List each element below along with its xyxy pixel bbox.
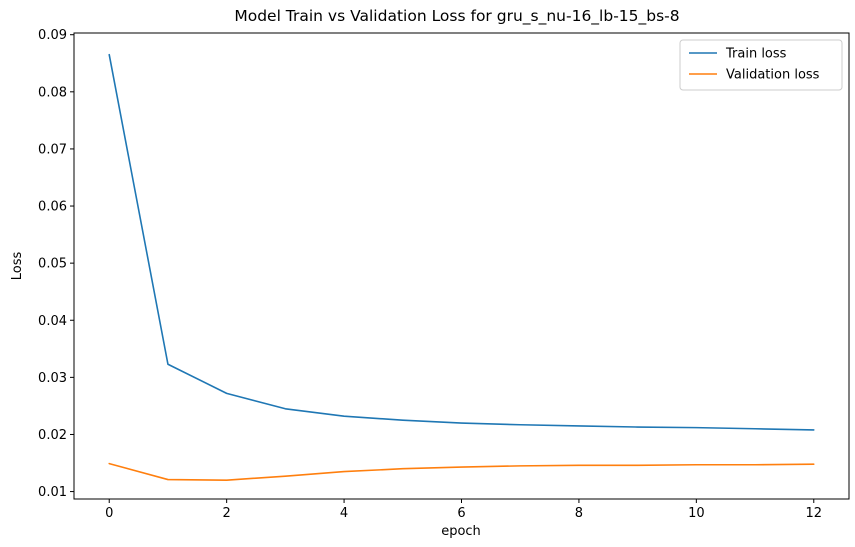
legend-label: Validation loss: [726, 68, 820, 83]
legend-label: Train loss: [725, 47, 787, 62]
x-tick-label: 8: [575, 506, 583, 521]
y-axis-label: Loss: [10, 252, 25, 281]
y-tick-label: 0.04: [38, 314, 67, 329]
y-axis-ticks: 0.01 0.02 0.03 0.04 0.05 0.06 0.07 0.08 0.09: [38, 28, 74, 500]
x-tick-label: 6: [457, 506, 465, 521]
y-tick-label: 0.01: [38, 485, 67, 500]
plot-area: [73, 32, 850, 500]
y-tick-label: 0.09: [38, 28, 67, 43]
x-tick-label: 2: [223, 506, 231, 521]
x-tick-label: 0: [105, 506, 113, 521]
legend-box: [679, 39, 843, 91]
x-axis-ticks: 0 2 4 6 8 10 12: [105, 499, 822, 521]
y-tick-label: 0.03: [38, 371, 67, 386]
series-line-validation-loss: [108, 462, 815, 481]
y-tick-label: 0.08: [38, 85, 67, 100]
series-line-train-loss: [108, 53, 815, 431]
series-lines: [108, 53, 815, 481]
y-tick-label: 0.05: [38, 257, 67, 272]
x-axis-label: epoch: [441, 524, 481, 539]
y-tick-label: 0.02: [38, 428, 67, 443]
y-tick-label: 0.07: [38, 142, 67, 157]
x-tick-label: 12: [805, 506, 822, 521]
legend: Train loss Validation loss: [679, 39, 843, 91]
x-tick-label: 4: [340, 506, 348, 521]
x-tick-label: 10: [688, 506, 705, 521]
y-tick-label: 0.06: [38, 200, 67, 215]
chart-title: Model Train vs Validation Loss for gru_s…: [234, 7, 679, 26]
